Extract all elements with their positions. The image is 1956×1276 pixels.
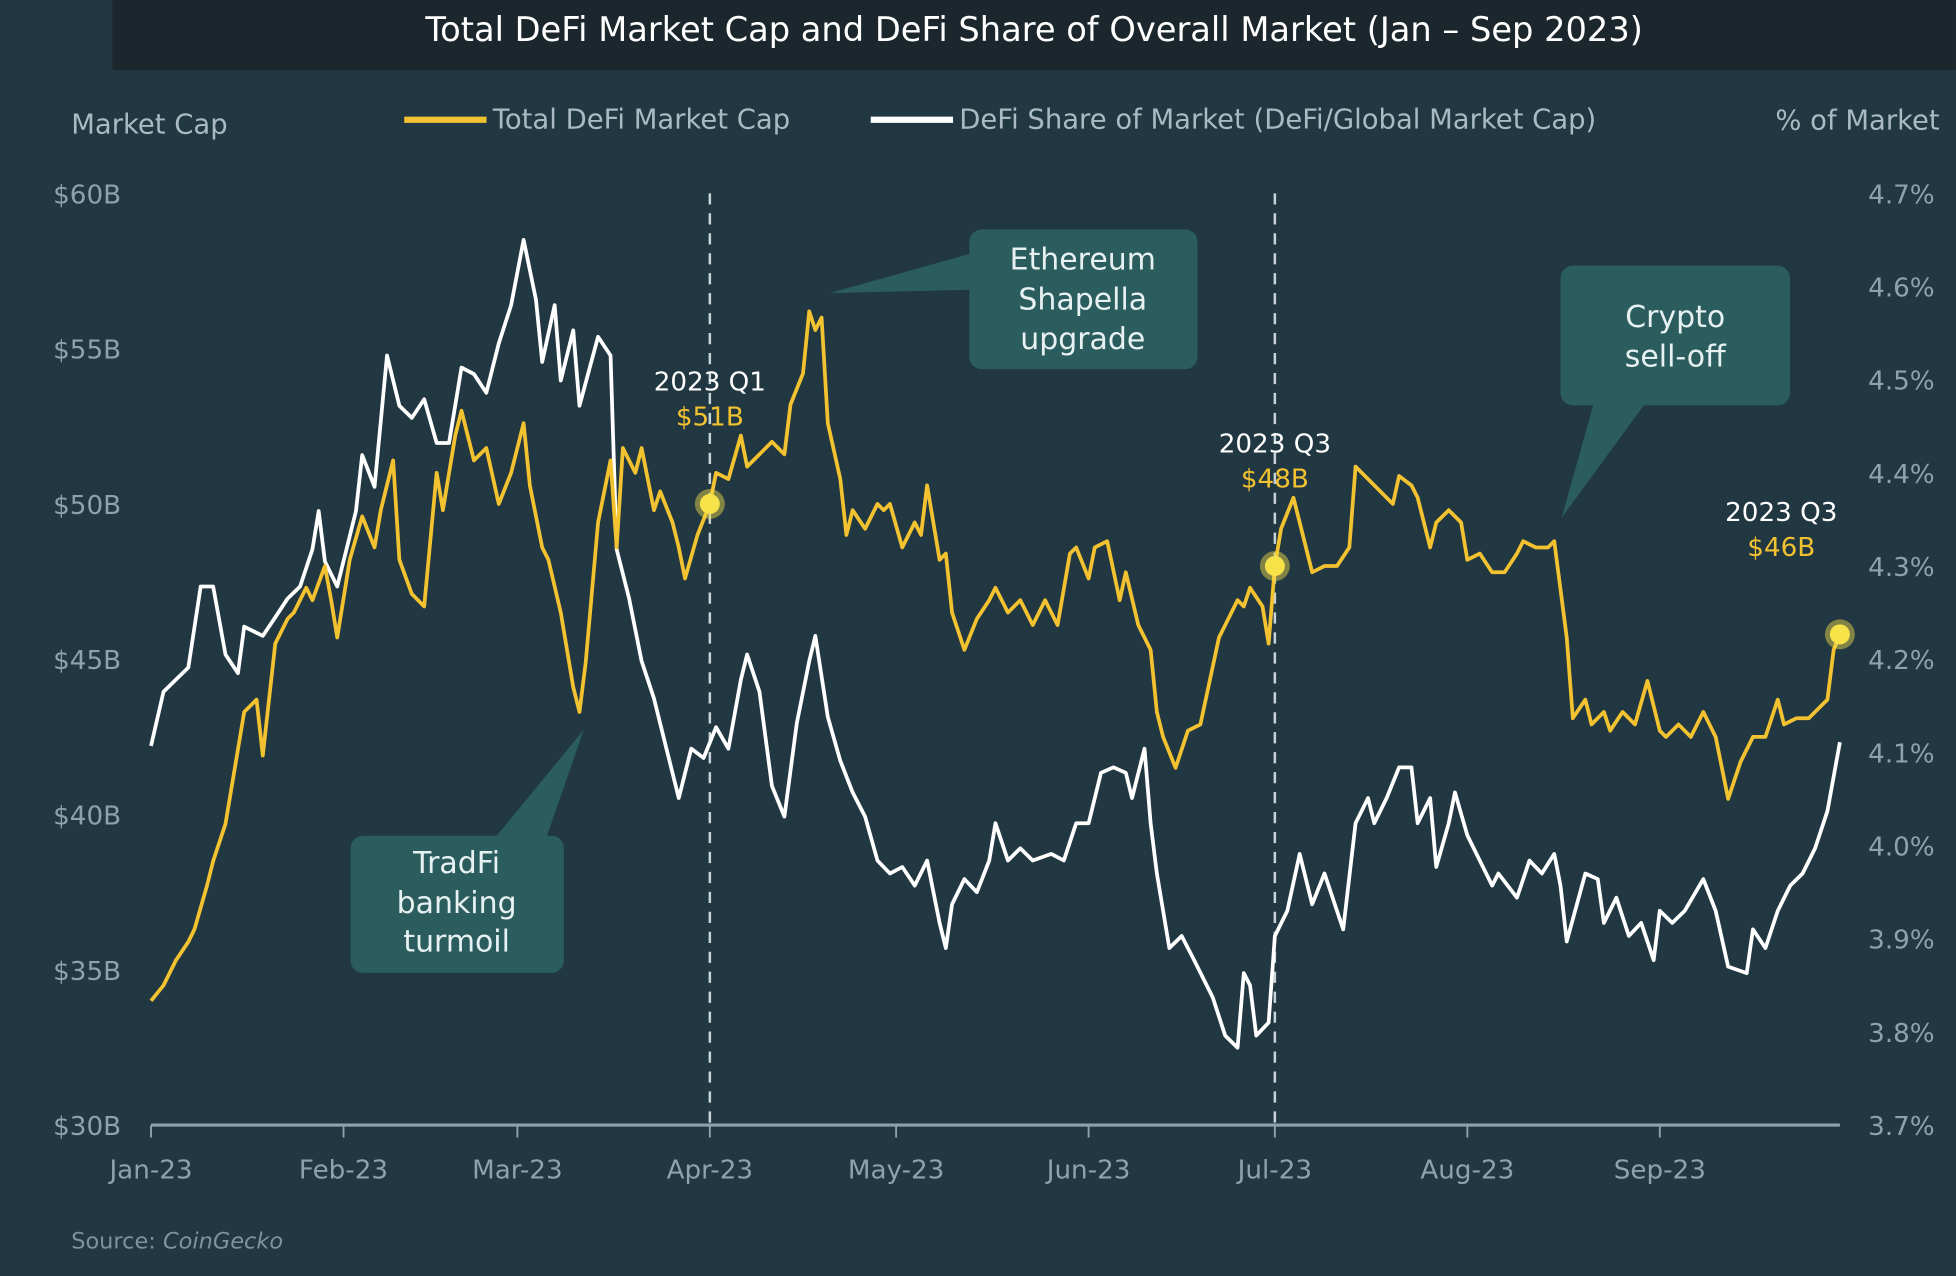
- y-right-tick-label: 4.2%: [1868, 646, 1935, 676]
- x-tick-label: Feb-23: [299, 1156, 388, 1186]
- x-tick-label: Aug-23: [1420, 1156, 1514, 1186]
- annotation-value: $51B: [676, 402, 744, 432]
- annotation-label: 2023 Q3: [1219, 430, 1331, 460]
- y-left-tick-label: $50B: [53, 491, 121, 521]
- point-annotations: 2023 Q1 $51B 2023 Q3 $48B 2023 Q3 $46B: [654, 367, 1855, 650]
- y-right-tick-label: 4.7%: [1868, 180, 1935, 210]
- y-left-tick-label: $45B: [53, 646, 121, 676]
- market-cap-line: [149, 309, 1842, 1003]
- source-name: CoinGecko: [163, 1229, 283, 1255]
- y-left-ticks: $60B $55B $50B $45B $40B $35B $30B: [53, 180, 121, 1142]
- y-left-axis-label: Market Cap: [71, 109, 227, 140]
- callout-line: upgrade: [1020, 322, 1145, 357]
- x-tick-label: Apr-23: [667, 1156, 753, 1186]
- callout-line: sell-off: [1625, 340, 1727, 375]
- y-left-tick-label: $30B: [53, 1112, 121, 1142]
- y-right-tick-label: 4.4%: [1868, 460, 1935, 490]
- y-right-tick-label: 3.8%: [1868, 1019, 1935, 1049]
- x-tick-label: Sep-23: [1614, 1156, 1706, 1186]
- y-right-tick-label: 4.0%: [1868, 833, 1935, 863]
- x-tick-label: Jan-23: [107, 1156, 192, 1186]
- x-tick-label: Mar-23: [472, 1156, 563, 1186]
- legend-label-market-cap: Total DeFi Market Cap: [492, 104, 790, 135]
- callout-line: TradFi: [412, 846, 500, 881]
- annotation-marker: [699, 493, 720, 514]
- quarter-markers: [708, 193, 1277, 1126]
- callout-line: Ethereum: [1010, 242, 1156, 277]
- y-right-tick-label: 4.6%: [1868, 273, 1935, 303]
- annotation-marker: [1264, 556, 1285, 577]
- chart-title: Total DeFi Market Cap and DeFi Share of …: [424, 10, 1643, 49]
- y-right-ticks: 4.7% 4.6% 4.5% 4.4% 4.3% 4.2% 4.1% 4.0% 3.9% 3.8%…: [1868, 180, 1935, 1142]
- x-tick-label: Jul-23: [1236, 1156, 1312, 1186]
- callout-ethereum-shapella: Ethereum Shapella upgrade: [829, 229, 1198, 370]
- callout-line: Crypto: [1625, 300, 1725, 335]
- y-right-tick-label: 4.1%: [1868, 739, 1935, 769]
- legend-label-defi-share: DeFi Share of Market (DeFi/Global Market…: [959, 104, 1596, 135]
- y-right-tick-label: 3.9%: [1868, 926, 1935, 956]
- title-bar: [112, 0, 1956, 70]
- x-tick-label: May-23: [848, 1156, 944, 1186]
- callout-crypto-selloff: Crypto sell-off: [1560, 265, 1790, 518]
- annotation-value: $46B: [1747, 533, 1815, 563]
- y-left-tick-label: $40B: [53, 801, 121, 831]
- x-tick-label: Jun-23: [1045, 1156, 1131, 1186]
- y-left-tick-label: $55B: [53, 336, 121, 366]
- y-right-tick-label: 4.3%: [1868, 553, 1935, 583]
- callout-line: turmoil: [403, 925, 510, 960]
- callout-tradfi-turmoil: TradFi banking turmoil: [350, 729, 584, 973]
- y-right-tick-label: 3.7%: [1868, 1112, 1935, 1142]
- source-prefix: Source:: [71, 1229, 163, 1255]
- annotation-marker: [1829, 624, 1850, 645]
- x-axis: Jan-23 Feb-23 Mar-23 Apr-23 May-23 Jun-23 Jul-…: [107, 1123, 1840, 1186]
- y-right-tick-label: 4.5%: [1868, 367, 1935, 397]
- annotation-label: 2023 Q3: [1725, 498, 1837, 528]
- y-left-tick-label: $35B: [53, 957, 121, 987]
- series-lines: [149, 237, 1842, 1050]
- annotation-value: $48B: [1241, 464, 1309, 494]
- y-right-axis-label: % of Market: [1775, 106, 1940, 137]
- annotation-label: 2023 Q1: [654, 367, 766, 397]
- y-left-tick-label: $60B: [53, 180, 121, 210]
- callout-line: Shapella: [1018, 282, 1147, 317]
- source-note: Source: CoinGecko: [71, 1229, 283, 1255]
- defi-share-line: [149, 237, 1842, 1050]
- callout-line: banking: [397, 886, 517, 921]
